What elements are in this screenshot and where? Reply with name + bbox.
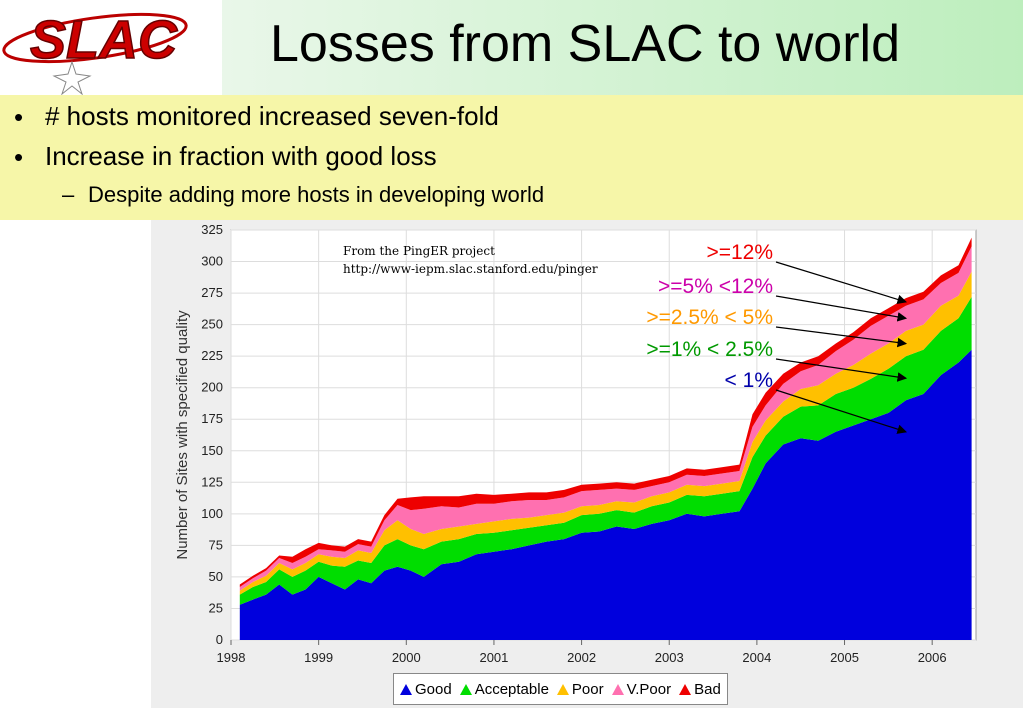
bullet-item-1: # hosts monitored increased seven-fold: [45, 101, 499, 131]
annotation-vpoor: >=5% <12%: [657, 275, 773, 298]
chart-note-line-1: From the PingER project: [343, 244, 495, 258]
x-tick-label: 2006: [918, 650, 947, 665]
legend-item-vpoor: V.Poor: [611, 680, 672, 698]
stacked-area-chart: 0 25 50 75 100 125 150 175 200 225 250 275 300 325 19…: [174, 222, 977, 665]
x-tick-label: 2004: [742, 650, 771, 665]
y-tick-label: 75: [209, 537, 223, 552]
chart-legend: Good Acceptable Poor V.Poor Bad: [393, 673, 728, 705]
legend-item-good: Good: [400, 681, 452, 698]
y-tick-label: 200: [201, 380, 223, 395]
legend-label: Acceptable: [474, 680, 549, 698]
annotation-arrow: [775, 295, 908, 322]
bullet-dot-icon: •: [14, 102, 24, 132]
legend-label: Bad: [694, 680, 721, 698]
triangle-marker-icon: [400, 683, 412, 695]
y-tick-label: 325: [201, 222, 223, 237]
y-tick-label: 50: [209, 569, 223, 584]
sub-bullet-item: Despite adding more hosts in developing …: [88, 182, 545, 207]
area-good: [239, 349, 972, 640]
y-tick-label: 125: [201, 474, 223, 489]
annotation-poor: >=2.5% < 5%: [646, 306, 773, 329]
x-tick-label: 1998: [217, 650, 246, 665]
area-bad: [239, 237, 972, 587]
triangle-marker-icon: [459, 683, 472, 695]
annotation-arrow: [775, 358, 908, 382]
x-tick-label: 2005: [830, 650, 859, 665]
bullet-item-2: Increase in fraction with good loss: [45, 141, 437, 171]
legend-label: Good: [415, 680, 452, 698]
area-acceptable: [239, 296, 972, 605]
annotation-arrows: [775, 261, 908, 434]
x-tick-label: 2003: [655, 650, 684, 665]
y-tick-label: 225: [201, 348, 223, 363]
annotation-bad: >=12%: [706, 241, 773, 264]
bullet-box: • # hosts monitored increased seven-fold…: [0, 95, 1023, 220]
series-areas: [239, 237, 972, 640]
y-tick-label: 150: [201, 443, 223, 458]
slide-title: Losses from SLAC to world: [270, 15, 901, 73]
x-ticks: 1998 1999 2000 2001 2002 2003 2004 2005 2006: [217, 640, 947, 665]
y-ticks: 0 25 50 75 100 125 150 175 200 225 250 275 300 325: [201, 222, 223, 647]
annotation-acceptable: >=1% < 2.5%: [646, 338, 773, 361]
y-tick-label: 0: [216, 632, 223, 647]
annotation-arrow: [775, 326, 908, 348]
y-tick-label: 250: [201, 317, 223, 332]
legend-item-bad: Bad: [679, 681, 721, 698]
legend-item-poor: Poor: [556, 680, 604, 698]
area-vpoor: [239, 246, 972, 591]
slac-logo: SLAC: [0, 0, 222, 96]
chart-note: From the PingER project http://www-iepm.…: [343, 242, 598, 278]
triangle-marker-icon: [611, 683, 624, 695]
x-tick-label: 1999: [304, 650, 333, 665]
annotation-good: < 1%: [724, 369, 773, 392]
bullet-dot-icon: •: [14, 142, 24, 172]
annotation-arrow: [775, 261, 908, 305]
y-tick-label: 300: [201, 254, 223, 269]
x-tick-label: 2002: [567, 650, 596, 665]
svg-text:SLAC: SLAC: [30, 10, 178, 70]
chart-frame: 0 25 50 75 100 125 150 175 200 225 250 275 300 325 19…: [151, 220, 1023, 708]
y-tick-label: 100: [201, 506, 223, 521]
legend-label: V.Poor: [626, 680, 672, 698]
y-tick-label: 275: [201, 285, 223, 300]
slide-header: SLAC Losses from SLAC to world: [0, 0, 1023, 96]
sub-bullet-dash-icon: –: [62, 182, 75, 207]
chart-note-line-2: http://www-iepm.slac.stanford.edu/pinger: [343, 262, 598, 276]
y-axis-label: Number of Sites with specified quality: [174, 310, 191, 560]
area-poor: [239, 271, 972, 595]
x-tick-label: 2001: [479, 650, 508, 665]
legend-item-acceptable: Acceptable: [459, 680, 549, 698]
legend-label: Poor: [571, 680, 604, 698]
slac-logo-graphic: SLAC: [2, 9, 188, 96]
triangle-marker-icon: [679, 683, 692, 695]
triangle-marker-icon: [556, 683, 569, 695]
y-tick-label: 175: [201, 411, 223, 426]
annotation-arrow: [775, 389, 908, 434]
y-tick-label: 25: [209, 600, 223, 615]
x-tick-label: 2000: [392, 650, 421, 665]
